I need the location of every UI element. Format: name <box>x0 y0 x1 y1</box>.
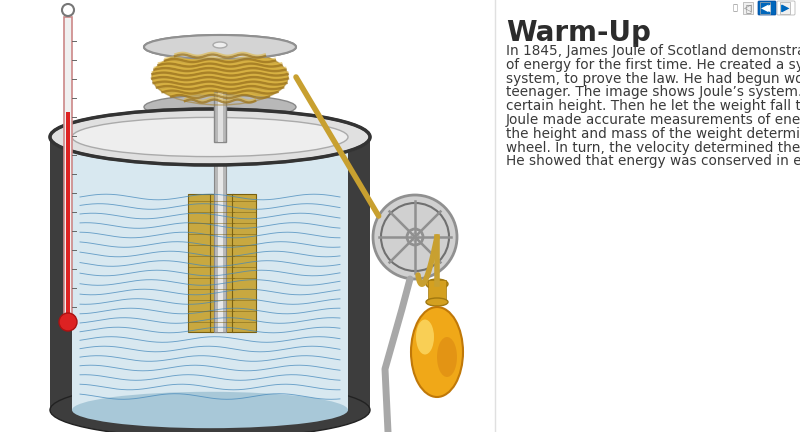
Text: Joule made accurate measurements of energy at each stage. He showed that: Joule made accurate measurements of ener… <box>506 113 800 127</box>
Bar <box>72 137 348 410</box>
Bar <box>232 194 256 332</box>
Ellipse shape <box>50 109 370 165</box>
Text: ◀: ◀ <box>763 3 770 13</box>
Text: 🔈: 🔈 <box>733 3 738 13</box>
Ellipse shape <box>72 118 348 157</box>
Bar <box>218 92 223 142</box>
Bar <box>428 280 446 302</box>
Text: teenager. The image shows Joule’s system. First, he raised a weight to a: teenager. The image shows Joule’s system… <box>506 86 800 99</box>
Circle shape <box>59 313 77 331</box>
Circle shape <box>411 233 419 241</box>
Bar <box>214 97 226 137</box>
Text: He showed that energy was conserved in each transformation.: He showed that energy was conserved in e… <box>506 154 800 168</box>
Ellipse shape <box>144 35 296 59</box>
Bar <box>66 112 70 322</box>
Bar <box>218 127 223 332</box>
Text: wheel. In turn, the velocity determined the change in the water’s temperature.: wheel. In turn, the velocity determined … <box>506 140 800 155</box>
Text: of energy for the first time. He created a system, popularly known as Joule’s: of energy for the first time. He created… <box>506 58 800 72</box>
Ellipse shape <box>72 120 348 165</box>
Text: ▶: ▶ <box>782 3 789 13</box>
Text: ◁: ◁ <box>744 3 752 13</box>
Text: In 1845, James Joule of Scotland demonstrated the law of conservation: In 1845, James Joule of Scotland demonst… <box>506 44 800 58</box>
Bar <box>188 194 212 332</box>
Ellipse shape <box>213 42 227 48</box>
Text: the height and mass of the weight determined the velocity of the paddle: the height and mass of the weight determ… <box>506 127 800 141</box>
Ellipse shape <box>437 337 457 377</box>
Bar <box>214 92 226 142</box>
Ellipse shape <box>72 392 348 428</box>
Text: ▶: ▶ <box>782 3 790 13</box>
Text: Warm-Up: Warm-Up <box>506 19 651 47</box>
FancyBboxPatch shape <box>758 1 776 15</box>
Ellipse shape <box>426 279 448 289</box>
Ellipse shape <box>50 382 370 432</box>
Ellipse shape <box>213 42 227 48</box>
Ellipse shape <box>426 298 448 306</box>
Circle shape <box>407 229 423 245</box>
Text: 🔊: 🔊 <box>745 3 751 13</box>
Bar <box>214 127 226 332</box>
Ellipse shape <box>416 320 434 355</box>
Text: certain height. Then he let the weight fall to rotate a paddle wheel in water.: certain height. Then he let the weight f… <box>506 99 800 113</box>
Bar <box>50 137 370 410</box>
Ellipse shape <box>411 307 463 397</box>
Text: ◀: ◀ <box>762 3 769 13</box>
FancyBboxPatch shape <box>777 1 795 15</box>
Bar <box>210 194 234 332</box>
Bar <box>64 17 72 322</box>
Circle shape <box>373 195 457 279</box>
Ellipse shape <box>144 95 296 119</box>
Ellipse shape <box>152 49 288 105</box>
Bar <box>218 97 223 137</box>
Text: system, to prove the law. He had begun working on this experiment as a: system, to prove the law. He had begun w… <box>506 72 800 86</box>
Ellipse shape <box>144 35 296 59</box>
